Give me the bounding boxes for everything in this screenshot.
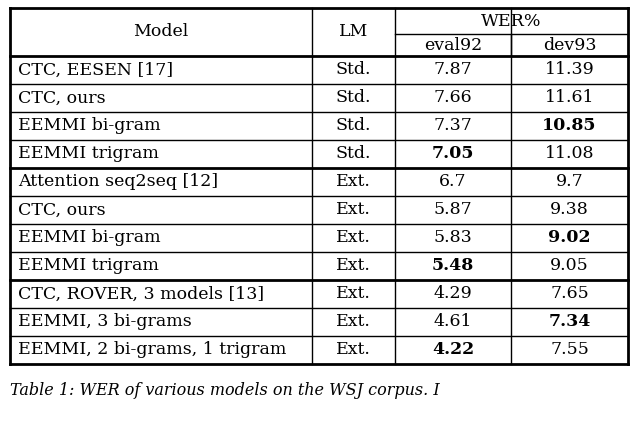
- Text: EEMMI, 3 bi-grams: EEMMI, 3 bi-grams: [18, 313, 192, 331]
- Text: 6.7: 6.7: [439, 174, 467, 190]
- Text: 5.83: 5.83: [434, 230, 472, 247]
- Text: Ext.: Ext.: [336, 313, 371, 331]
- Text: EEMMI trigram: EEMMI trigram: [18, 146, 159, 162]
- Text: 9.05: 9.05: [550, 258, 589, 275]
- Text: dev93: dev93: [543, 36, 596, 53]
- Text: Ext.: Ext.: [336, 258, 371, 275]
- Text: 5.87: 5.87: [434, 202, 472, 218]
- Text: Std.: Std.: [336, 146, 371, 162]
- Text: Ext.: Ext.: [336, 230, 371, 247]
- Text: 7.34: 7.34: [548, 313, 591, 331]
- Text: 5.48: 5.48: [432, 258, 474, 275]
- Text: 7.55: 7.55: [550, 341, 589, 359]
- Text: 4.22: 4.22: [432, 341, 474, 359]
- Text: Std.: Std.: [336, 117, 371, 134]
- Text: Ext.: Ext.: [336, 341, 371, 359]
- Text: 7.65: 7.65: [550, 286, 589, 303]
- Text: Ext.: Ext.: [336, 174, 371, 190]
- Text: CTC, ours: CTC, ours: [18, 202, 106, 218]
- Text: 7.66: 7.66: [434, 89, 472, 106]
- Text: CTC, ours: CTC, ours: [18, 89, 106, 106]
- Text: 4.29: 4.29: [434, 286, 472, 303]
- Text: Std.: Std.: [336, 89, 371, 106]
- Text: EEMMI bi-gram: EEMMI bi-gram: [18, 117, 161, 134]
- Text: LM: LM: [339, 24, 368, 40]
- Text: eval92: eval92: [424, 36, 482, 53]
- Text: 4.61: 4.61: [434, 313, 472, 331]
- Text: 11.39: 11.39: [545, 61, 595, 78]
- Text: WER%: WER%: [481, 12, 541, 29]
- Text: Ext.: Ext.: [336, 202, 371, 218]
- Text: 11.08: 11.08: [545, 146, 595, 162]
- Text: EEMMI bi-gram: EEMMI bi-gram: [18, 230, 161, 247]
- Text: Std.: Std.: [336, 61, 371, 78]
- Text: 9.02: 9.02: [548, 230, 591, 247]
- Text: 7.05: 7.05: [432, 146, 474, 162]
- Text: 7.37: 7.37: [433, 117, 472, 134]
- Text: 9.38: 9.38: [550, 202, 589, 218]
- Text: 7.87: 7.87: [434, 61, 472, 78]
- Text: 11.61: 11.61: [545, 89, 595, 106]
- Text: Table 1: WER of various models on the WSJ corpus. I: Table 1: WER of various models on the WS…: [10, 382, 440, 399]
- Text: Attention seq2seq [12]: Attention seq2seq [12]: [18, 174, 218, 190]
- Text: CTC, ROVER, 3 models [13]: CTC, ROVER, 3 models [13]: [18, 286, 264, 303]
- Text: 9.7: 9.7: [556, 174, 584, 190]
- Text: EEMMI, 2 bi-grams, 1 trigram: EEMMI, 2 bi-grams, 1 trigram: [18, 341, 286, 359]
- Text: Model: Model: [133, 24, 189, 40]
- Text: Ext.: Ext.: [336, 286, 371, 303]
- Text: CTC, EESEN [17]: CTC, EESEN [17]: [18, 61, 173, 78]
- Text: 10.85: 10.85: [542, 117, 596, 134]
- Text: EEMMI trigram: EEMMI trigram: [18, 258, 159, 275]
